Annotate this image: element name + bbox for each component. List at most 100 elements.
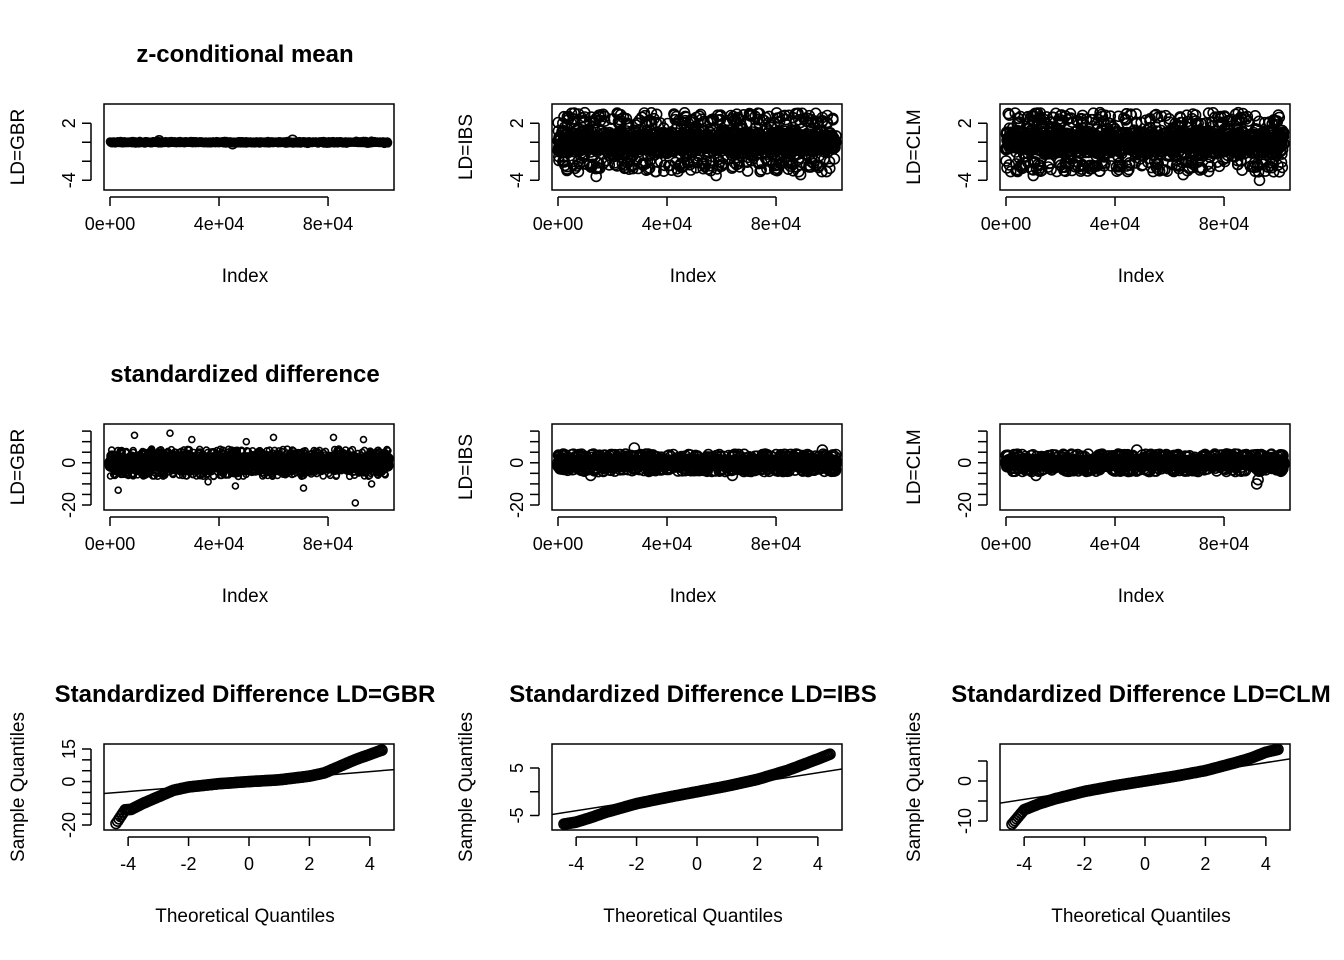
data-point <box>1056 161 1069 173</box>
data-point <box>640 116 653 128</box>
data-point <box>1054 116 1066 128</box>
data-point <box>1231 154 1244 167</box>
data-point <box>1010 158 1023 170</box>
data-point <box>1194 164 1206 176</box>
data-point <box>770 164 782 176</box>
x-tick-label: 4e+04 <box>642 214 693 234</box>
data-point <box>594 114 607 127</box>
data-point <box>621 117 633 129</box>
data-point <box>1004 165 1017 178</box>
data-point <box>700 155 713 167</box>
data-point <box>1200 117 1212 129</box>
data-point <box>1129 157 1141 169</box>
data-point <box>1231 117 1243 130</box>
data-point <box>1159 164 1171 176</box>
data-point <box>1124 108 1137 120</box>
data-point <box>711 114 724 126</box>
outlier-point <box>1234 111 1247 124</box>
data-point <box>1000 155 1012 167</box>
data-point <box>1163 113 1176 125</box>
data-point <box>697 162 710 175</box>
data-points <box>1000 106 1290 187</box>
data-point <box>585 161 597 173</box>
data-point <box>1273 166 1286 178</box>
data-point <box>770 107 783 119</box>
outlier-point <box>286 134 299 147</box>
data-point <box>681 156 694 168</box>
x-tick-label: 8e+04 <box>1199 214 1250 234</box>
outlier-point <box>1177 168 1189 181</box>
data-point <box>1097 115 1110 128</box>
data-point <box>643 162 656 174</box>
y-tick-label: -4 <box>507 172 527 188</box>
x-tick-label: 0e+00 <box>85 214 136 234</box>
data-point <box>1098 160 1110 172</box>
y-tick-label: -4 <box>59 172 79 188</box>
data-point <box>746 109 758 121</box>
data-point <box>1155 110 1168 123</box>
data-point <box>578 106 591 119</box>
x-axis-label: Index <box>670 266 717 287</box>
y-tick-label: 2 <box>955 118 975 128</box>
data-point <box>1189 109 1202 121</box>
data-point <box>573 158 586 170</box>
x-tick-label: 8e+04 <box>303 214 354 234</box>
data-point <box>565 107 578 120</box>
data-point <box>1033 111 1046 123</box>
outlier-point <box>710 169 722 182</box>
panel-title: z-conditional mean <box>136 41 353 68</box>
x-tick-label: 0e+00 <box>533 214 584 234</box>
data-point <box>823 162 836 175</box>
data-point <box>1145 161 1158 174</box>
data-point <box>741 156 754 168</box>
x-axis-label: Index <box>1118 266 1165 287</box>
data-point <box>650 108 663 121</box>
data-point <box>1181 109 1193 121</box>
data-point <box>1011 118 1024 130</box>
data-point <box>804 161 817 173</box>
data-point <box>829 136 842 148</box>
data-point <box>592 109 605 122</box>
data-point <box>789 115 802 128</box>
plot-frame <box>551 103 843 191</box>
data-point <box>1012 112 1025 124</box>
data-point <box>1195 117 1208 130</box>
data-point <box>1104 117 1117 130</box>
x-tick-label: 0e+00 <box>981 214 1032 234</box>
data-point <box>1113 163 1125 176</box>
data-point <box>1144 115 1156 128</box>
data-point <box>1030 162 1043 175</box>
plot-frame <box>999 103 1291 191</box>
data-point <box>1152 163 1164 176</box>
data-point <box>1021 156 1034 169</box>
data-point <box>1096 157 1108 170</box>
data-point <box>1044 157 1056 169</box>
data-point <box>1163 116 1176 128</box>
data-point <box>726 113 739 125</box>
panel-title: standardized difference <box>110 361 379 388</box>
outlier-point <box>226 137 239 150</box>
data-point <box>816 116 828 128</box>
data-points <box>104 429 394 507</box>
outlier-point <box>1207 107 1219 119</box>
data-point <box>1216 117 1229 130</box>
y-tick-label: -4 <box>955 172 975 188</box>
data-point <box>694 108 707 121</box>
data-point <box>1002 107 1015 120</box>
outlier-point <box>816 111 829 124</box>
data-point <box>767 158 779 170</box>
data-point <box>1219 155 1231 168</box>
data-point <box>572 166 585 178</box>
data-point <box>639 117 652 130</box>
data-point <box>756 113 769 126</box>
data-point <box>1277 131 1290 143</box>
data-point <box>578 158 590 170</box>
data-point <box>754 165 767 178</box>
data-point <box>1267 166 1280 178</box>
data-point <box>784 160 797 172</box>
outlier-point <box>794 168 807 181</box>
y-tick-label: 2 <box>507 118 527 128</box>
